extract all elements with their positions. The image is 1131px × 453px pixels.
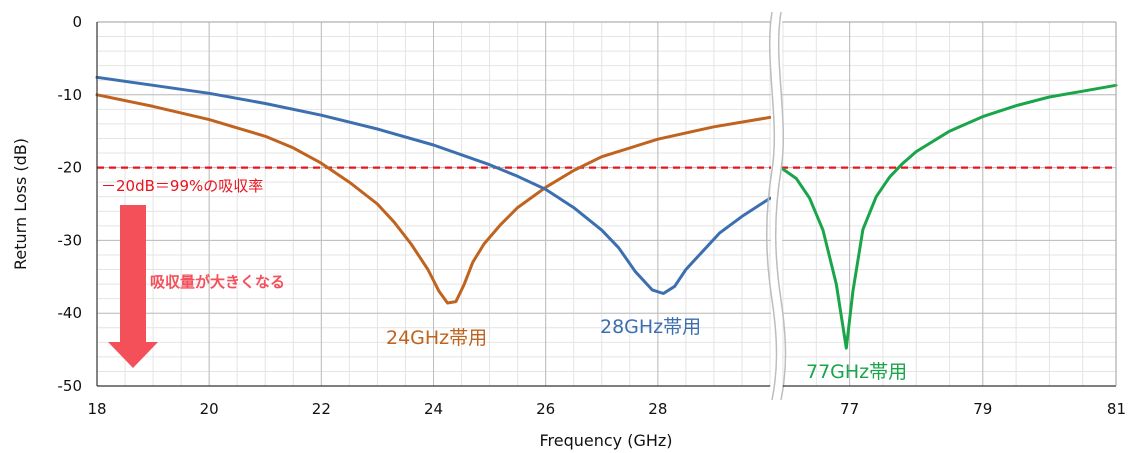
- plot-background: [97, 22, 1116, 386]
- series-layer: [95, 75, 1118, 350]
- absorption-annotation: 吸収量が大きくなる: [150, 273, 285, 291]
- x-tick-label: 77: [840, 400, 859, 418]
- x-tick-label: 81: [1107, 400, 1126, 418]
- series-label-24ghz: 24GHz帯用: [386, 327, 487, 349]
- x-axis-label: Frequency (GHz): [539, 431, 672, 450]
- y-tick-label: -40: [58, 304, 83, 322]
- series-line-28GHz帯用: [95, 75, 772, 295]
- axis-break: [766, 8, 787, 404]
- x-tick-label: 24: [424, 400, 443, 418]
- y-tick-label: -20: [58, 159, 83, 177]
- y-tick-label: -10: [58, 86, 83, 104]
- x-tick-label: 79: [973, 400, 992, 418]
- break-line-left: [766, 11, 778, 401]
- y-tick-label: -30: [58, 231, 83, 249]
- series-line-24GHz帯用: [95, 93, 772, 305]
- y-tick-label: -50: [58, 377, 83, 395]
- y-axis-label: Return Loss (dB): [11, 138, 30, 270]
- series-line-77GHz帯用: [781, 83, 1118, 350]
- x-tick-label: 26: [536, 400, 555, 418]
- x-tick-label: 18: [87, 400, 106, 418]
- series-label-28ghz: 28GHz帯用: [600, 316, 701, 338]
- x-tick-label: 28: [648, 400, 667, 418]
- plot-frame: [96, 21, 1117, 387]
- x-tick-label: 22: [312, 400, 331, 418]
- x-tick-label: 20: [200, 400, 219, 418]
- break-line-right: [775, 11, 787, 401]
- series-label-77ghz: 77GHz帯用: [806, 361, 907, 383]
- down-arrow-icon: [108, 205, 158, 368]
- threshold-label: －20dB＝99%の吸収率: [101, 177, 263, 195]
- y-tick-label: 0: [72, 13, 82, 31]
